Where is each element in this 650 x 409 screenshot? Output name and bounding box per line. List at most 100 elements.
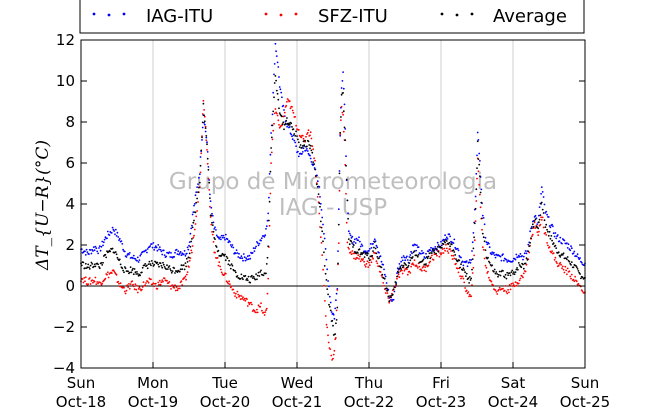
point-2-438 [431, 252, 433, 254]
point-2-298 [316, 185, 319, 188]
point-1-587 [553, 259, 556, 261]
point-0-184 [226, 238, 229, 241]
point-2-167 [212, 230, 215, 233]
point-1-189 [230, 285, 233, 288]
point-2-571 [540, 203, 542, 205]
point-2-350 [357, 252, 359, 254]
point-2-150 [200, 149, 203, 152]
point-2-542 [515, 268, 518, 271]
point-2-149 [199, 164, 202, 167]
point-2-543 [516, 267, 518, 269]
point-0-280 [302, 147, 305, 150]
point-2-115 [173, 267, 176, 269]
point-0-509 [488, 242, 490, 245]
point-0-558 [529, 230, 531, 233]
point-1-121 [178, 285, 180, 288]
point-2-155 [203, 120, 206, 123]
point-2-428 [422, 258, 425, 261]
point-2-139 [191, 226, 194, 229]
point-0-503 [482, 217, 485, 219]
point-1-411 [408, 270, 411, 273]
point-0-269 [293, 139, 296, 142]
point-1-59 [127, 283, 130, 285]
point-1-472 [459, 275, 461, 278]
point-0-365 [369, 243, 372, 245]
point-2-48 [118, 258, 121, 261]
point-1-135 [188, 259, 191, 262]
point-1-352 [359, 255, 361, 258]
y-tick-label-2: 0 [65, 277, 75, 295]
point-0-278 [301, 153, 303, 155]
point-0-105 [165, 255, 168, 258]
point-1-234 [267, 277, 270, 280]
point-1-572 [540, 219, 543, 221]
point-1-453 [443, 247, 446, 250]
point-2-250 [278, 112, 281, 114]
point-1-90 [153, 285, 156, 288]
point-2-487 [471, 268, 473, 271]
point-2-410 [407, 264, 410, 267]
point-0-575 [543, 203, 546, 206]
point-2-187 [229, 264, 231, 267]
point-0-279 [301, 151, 304, 153]
point-1-590 [556, 262, 558, 264]
point-0-470 [457, 249, 460, 252]
point-0-110 [169, 256, 172, 258]
point-2-478 [464, 271, 466, 274]
point-0-584 [551, 223, 553, 226]
legend-dot-2-1 [455, 13, 459, 17]
point-0-309 [325, 258, 328, 261]
point-1-290 [309, 131, 312, 134]
point-2-321 [335, 322, 337, 325]
point-2-389 [390, 296, 392, 299]
point-1-386 [387, 297, 390, 299]
point-0-331 [342, 71, 344, 73]
point-1-226 [261, 309, 263, 312]
point-0-72 [138, 259, 141, 261]
point-2-619 [580, 277, 582, 280]
point-0-197 [237, 256, 240, 258]
point-2-485 [469, 279, 472, 281]
point-0-404 [402, 255, 405, 257]
point-2-568 [538, 221, 540, 224]
point-2-280 [301, 145, 304, 147]
point-1-530 [505, 290, 508, 293]
point-1-54 [123, 290, 126, 293]
point-0-550 [522, 258, 524, 261]
point-2-387 [388, 300, 391, 303]
point-2-144 [195, 201, 198, 204]
point-0-446 [437, 244, 440, 246]
point-0-359 [364, 250, 367, 253]
point-1-508 [487, 270, 489, 273]
point-1-503 [482, 248, 485, 251]
x-tick-day-3: Wed [281, 374, 314, 392]
point-0-384 [385, 282, 388, 284]
point-2-258 [284, 123, 287, 125]
point-0-560 [531, 225, 533, 228]
point-0-294 [313, 167, 316, 169]
point-1-504 [483, 257, 486, 260]
point-1-460 [449, 248, 451, 250]
point-1-134 [188, 266, 190, 268]
point-1-427 [421, 266, 424, 269]
point-0-143 [194, 194, 197, 197]
point-1-204 [242, 299, 245, 301]
point-1-330 [341, 111, 344, 114]
point-0-325 [337, 208, 340, 211]
point-1-323 [336, 289, 339, 291]
point-2-450 [440, 246, 443, 249]
point-0-496 [477, 139, 480, 141]
point-2-382 [383, 277, 386, 280]
point-0-237 [269, 153, 272, 156]
point-1-228 [262, 311, 265, 314]
point-0-300 [318, 186, 321, 188]
point-2-181 [224, 253, 226, 256]
point-1-197 [237, 293, 240, 296]
point-1-402 [401, 269, 403, 272]
point-1-285 [306, 133, 308, 136]
point-2-160 [207, 168, 210, 171]
point-1-564 [534, 227, 537, 230]
point-2-215 [251, 277, 254, 279]
x-tick-day-2: Tue [211, 374, 238, 392]
point-0-242 [273, 73, 275, 76]
